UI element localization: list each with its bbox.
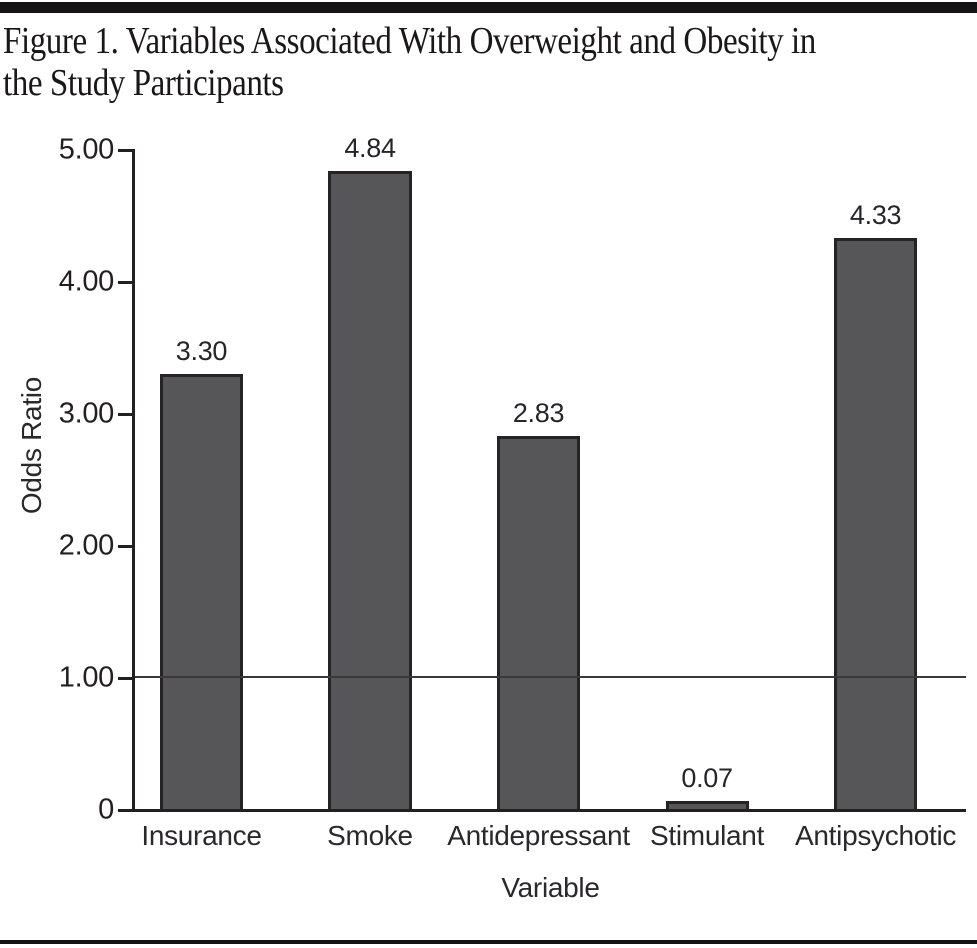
bar-slot: 2.83 Antidepressant	[447, 150, 630, 850]
bar	[328, 171, 412, 810]
y-tick-label: 0	[98, 793, 114, 826]
x-axis-line	[118, 809, 966, 812]
bar-value-label: 4.33	[849, 200, 902, 231]
bar-value-label: 3.30	[175, 336, 228, 367]
x-tick-label: Antipsychotic	[795, 820, 957, 851]
bar-value-label: 4.84	[344, 133, 396, 164]
plot-area: 5.00 4.00 3.00 2.00 1.00 0 3.30 Insurance 4.84 S…	[59, 135, 966, 902]
bar-value-label: 0.07	[681, 762, 733, 793]
y-tick-label: 4.00	[58, 265, 115, 298]
bar	[159, 374, 244, 810]
bar	[834, 238, 918, 810]
figure-title-line1: Figure 1. Variables Associated With Over…	[3, 20, 816, 62]
y-tick-mark	[118, 412, 135, 416]
bar-value-label: 2.83	[512, 398, 565, 429]
x-tick-label: Insurance	[141, 820, 262, 851]
y-tick-mark	[118, 148, 135, 152]
x-tick-label: Stimulant	[650, 820, 765, 851]
bar-slot: 4.84 Smoke	[327, 135, 413, 850]
x-tick-label: Antidepressant	[447, 820, 630, 851]
bar	[496, 436, 581, 810]
y-tick-label: 1.00	[58, 661, 115, 694]
y-axis-title: Odds Ratio	[16, 377, 47, 515]
y-tick-mark	[118, 544, 135, 548]
x-axis-title: Variable	[501, 872, 600, 903]
bar	[665, 800, 749, 810]
bar-slot: 4.33 Antipsychotic	[795, 150, 956, 850]
x-tick-label: Smoke	[327, 820, 413, 851]
bottom-rule	[0, 940, 977, 944]
y-tick-label: 2.00	[58, 529, 115, 562]
y-tick-mark	[118, 676, 135, 680]
figure-title: Figure 1. Variables Associated With Over…	[3, 20, 816, 104]
y-tick-mark	[118, 280, 135, 284]
bar-slot: 0.07 Stimulant	[650, 150, 764, 849]
y-tick-label: 5.00	[58, 133, 115, 166]
reference-line	[135, 676, 966, 678]
figure-title-line2: the Study Participants	[3, 62, 284, 104]
bar-slot: 3.30 Insurance	[141, 150, 262, 850]
y-tick-label: 3.00	[58, 397, 115, 430]
top-rule	[0, 2, 977, 13]
